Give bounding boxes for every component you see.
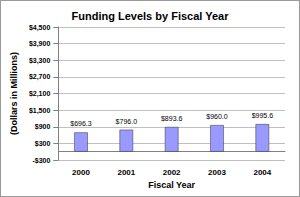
svg-text:$2,700: $2,700: [29, 73, 51, 81]
svg-text:-$300: -$300: [32, 157, 50, 165]
svg-text:$900: $900: [35, 123, 51, 131]
svg-text:$300: $300: [35, 140, 51, 148]
svg-text:$3,900: $3,900: [29, 40, 51, 48]
svg-text:$995.6: $995.6: [252, 112, 274, 119]
svg-text:$696.3: $696.3: [70, 120, 92, 127]
svg-text:$4,500: $4,500: [29, 24, 51, 32]
svg-text:(Dollars in Millions): (Dollars in Millions): [9, 52, 19, 135]
svg-text:$960.0: $960.0: [206, 113, 228, 120]
svg-text:Fiscal Year: Fiscal Year: [148, 180, 195, 190]
svg-text:$893.6: $893.6: [161, 115, 183, 122]
svg-text:$3,300: $3,300: [29, 57, 51, 65]
svg-text:$2,100: $2,100: [29, 90, 51, 98]
svg-text:$796.0: $796.0: [116, 118, 138, 125]
svg-text:2002: 2002: [163, 168, 181, 177]
svg-text:$1,500: $1,500: [29, 107, 51, 115]
svg-text:2001: 2001: [117, 168, 135, 177]
svg-text:Funding Levels by Fiscal Year: Funding Levels by Fiscal Year: [72, 10, 230, 22]
svg-text:2000: 2000: [72, 168, 90, 177]
svg-text:2003: 2003: [208, 168, 226, 177]
svg-text:2004: 2004: [253, 168, 271, 177]
